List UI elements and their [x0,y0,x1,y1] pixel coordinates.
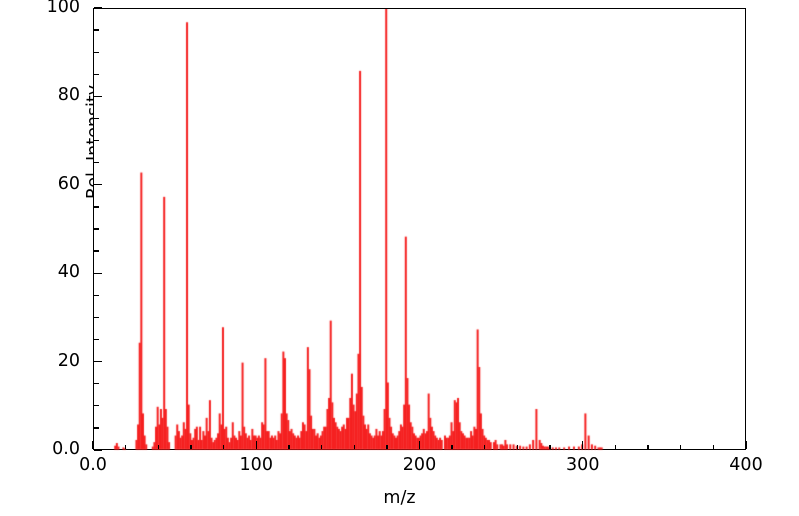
axis-tick [712,444,715,449]
y-tick-label: 40 [57,262,80,283]
axis-tick [190,444,192,449]
axis-tick [94,316,99,319]
axis-tick [157,444,159,449]
axis-tick [320,444,323,449]
axis-tick [94,51,99,53]
y-tick-label: 80 [57,85,80,106]
plot-area [93,8,747,451]
axis-tick [94,184,102,186]
axis-tick [386,444,388,449]
axis-tick [647,444,649,449]
axis-tick [94,7,102,9]
axis-tick [418,441,421,449]
axis-tick [94,139,99,142]
axis-tick [582,441,584,449]
spectrum-peaks [94,9,747,451]
axis-tick [94,272,102,274]
axis-tick [94,95,102,98]
axis-tick [94,405,99,407]
axis-tick [94,449,102,451]
axis-tick [516,444,519,449]
axis-tick [94,294,99,296]
axis-tick [94,228,99,230]
axis-tick [222,444,225,449]
x-tick-label: 100 [239,455,273,475]
axis-tick [94,117,99,120]
axis-tick [288,444,290,449]
axis-tick [549,444,551,449]
axis-tick [94,360,102,363]
axis-tick [614,444,617,449]
y-tick-label: 0.0 [52,439,80,459]
y-tick-label: 20 [57,350,80,371]
axis-tick [680,444,682,449]
axis-tick [94,383,99,385]
axis-tick [451,444,453,449]
y-tick-label: 60 [57,173,80,194]
axis-tick [94,338,99,341]
axis-tick [94,73,99,75]
axis-tick [255,441,257,449]
x-tick-label: 400 [729,455,763,475]
axis-tick [94,250,99,252]
axis-tick [94,29,99,31]
axis-tick [94,427,99,429]
axis-tick [353,444,355,449]
axis-tick [745,441,747,449]
axis-tick [124,444,127,449]
x-axis-label: m/z [383,488,416,508]
axis-tick [92,441,94,449]
axis-tick [94,162,99,164]
y-tick-label: 100 [46,0,80,17]
axis-tick [484,444,486,449]
x-tick-label: 200 [402,455,437,475]
x-tick-label: 300 [566,455,600,475]
x-tick-label: 0.0 [79,455,107,475]
axis-tick [94,206,99,208]
